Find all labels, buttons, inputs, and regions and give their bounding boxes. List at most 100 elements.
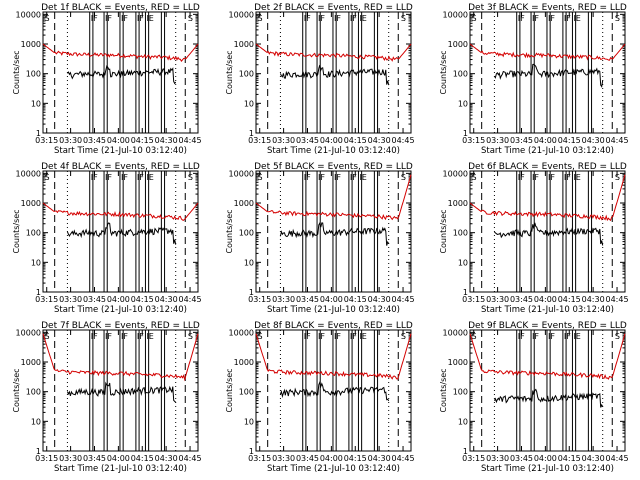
x-tick-label: 03:45 <box>510 295 533 304</box>
x-tick-label: 04:30 <box>155 454 178 463</box>
flag-label: IF <box>137 332 144 341</box>
plot-frame <box>42 329 199 452</box>
flag-label: IE <box>146 173 153 182</box>
y-axis-label: Counts/sec <box>439 209 448 253</box>
y-tick-label: 1000 <box>448 358 468 367</box>
x-axis-label: Start Time (21-Jul-10 03:12:40) <box>481 464 614 474</box>
flag-label: IF <box>91 173 98 182</box>
flag-label: IF <box>105 14 112 23</box>
x-tick-label: 03:45 <box>83 136 106 145</box>
events-series-line <box>493 388 604 408</box>
x-tick-label: 04:00 <box>107 136 130 145</box>
y-tick-label: 1 <box>463 129 468 138</box>
y-tick-label: 10000 <box>443 169 468 178</box>
x-tick-label: 04:00 <box>320 295 343 304</box>
y-tick-label: 10000 <box>229 169 254 178</box>
x-tick-label: 04:45 <box>606 454 629 463</box>
events-series-line <box>494 222 604 246</box>
y-tick-label: 10 <box>244 99 254 108</box>
x-tick-label: 04:00 <box>107 454 130 463</box>
x-tick-label: 03:30 <box>59 295 82 304</box>
flag-label: IE <box>573 173 580 182</box>
y-axis-label: Counts/sec <box>12 368 21 412</box>
y-tick-label: 1 <box>36 447 41 456</box>
plot-frame <box>255 329 412 452</box>
flag-label: IF <box>564 332 571 341</box>
flag-label: IE <box>146 332 153 341</box>
y-tick-label: 1000 <box>448 40 468 49</box>
x-axis-label: Start Time (21-Jul-10 03:12:40) <box>481 305 614 315</box>
y-tick-label: 10 <box>31 258 41 267</box>
flag-label: IF <box>121 173 128 182</box>
y-tick-label: 100 <box>453 70 468 79</box>
y-axis-label: Counts/sec <box>225 368 234 412</box>
flag-label: S <box>258 332 263 341</box>
x-tick-label: 04:15 <box>131 295 154 304</box>
flag-label: IF <box>518 14 525 23</box>
x-tick-label: 03:30 <box>272 136 295 145</box>
x-tick-label: 04:30 <box>582 136 605 145</box>
flag-label: IE <box>573 332 580 341</box>
panel-det-1: Det 1f BLACK = Events, RED = LLD 1 10 100 10… <box>12 3 202 156</box>
x-tick-label: 03:45 <box>296 295 319 304</box>
flag-label: S <box>401 14 406 23</box>
y-tick-label: 100 <box>26 229 41 238</box>
y-tick-label: 100 <box>239 70 254 79</box>
x-tick-label: 04:30 <box>368 295 391 304</box>
x-tick-label: 03:30 <box>59 136 82 145</box>
x-tick-label: 04:00 <box>534 295 557 304</box>
x-tick-label: 04:15 <box>344 454 367 463</box>
y-tick-label: 10000 <box>16 10 41 19</box>
flag-label: S <box>258 173 263 182</box>
panel-title: Det 1f BLACK = Events, RED = LLD <box>41 3 200 13</box>
y-axis-label: Counts/sec <box>12 209 21 253</box>
x-tick-label: 04:30 <box>155 136 178 145</box>
flag-label: IF <box>564 173 571 182</box>
y-tick-label: 10000 <box>16 328 41 337</box>
events-series-line <box>67 64 177 85</box>
panel-title: Det 2f BLACK = Events, RED = LLD <box>254 3 413 13</box>
flag-label: S <box>472 173 477 182</box>
lld-series-line <box>469 333 626 380</box>
plot-frame <box>42 170 199 293</box>
panel-det-3: Det 3f BLACK = Events, RED = LLD 1 10 100 10… <box>439 3 629 156</box>
y-tick-label: 10 <box>458 258 468 267</box>
flag-label: S <box>258 14 263 23</box>
panel-det-6: Det 6f BLACK = Events, RED = LLD 1 10 100 10… <box>439 162 629 315</box>
lld-series-line <box>469 43 626 61</box>
x-tick-label: 04:00 <box>534 454 557 463</box>
lld-series-line <box>469 174 626 222</box>
plot-frame <box>469 11 626 134</box>
flag-label: IF <box>137 14 144 23</box>
y-axis-label: Counts/sec <box>439 50 448 94</box>
x-tick-label: 04:30 <box>582 295 605 304</box>
x-tick-label: 04:15 <box>131 136 154 145</box>
flag-label: IF <box>334 332 341 341</box>
flag-label: IE <box>359 14 366 23</box>
y-tick-label: 10000 <box>443 328 468 337</box>
x-tick-label: 04:45 <box>392 295 415 304</box>
panel-title: Det 5f BLACK = Events, RED = LLD <box>254 162 413 172</box>
x-tick-label: 04:45 <box>606 136 629 145</box>
x-tick-label: 04:15 <box>131 454 154 463</box>
x-axis-label: Start Time (21-Jul-10 03:12:40) <box>267 464 400 474</box>
y-tick-label: 1000 <box>21 358 41 367</box>
y-tick-label: 1000 <box>234 358 254 367</box>
x-tick-label: 03:15 <box>462 136 485 145</box>
x-tick-label: 04:15 <box>558 295 581 304</box>
panel-title: Det 9f BLACK = Events, RED = LLD <box>468 321 627 331</box>
y-tick-label: 100 <box>26 70 41 79</box>
plot-frame <box>255 11 412 134</box>
x-tick-label: 04:15 <box>344 136 367 145</box>
lld-series-line <box>255 174 412 221</box>
flag-label: S <box>472 332 477 341</box>
y-axis-label: Counts/sec <box>12 50 21 94</box>
x-tick-label: 04:00 <box>320 454 343 463</box>
flag-label: S <box>45 173 50 182</box>
flag-label: S <box>45 332 50 341</box>
y-tick-label: 100 <box>453 388 468 397</box>
x-tick-label: 03:15 <box>462 295 485 304</box>
x-tick-label: 03:30 <box>486 136 509 145</box>
x-tick-label: 03:45 <box>510 454 533 463</box>
flag-label: IF <box>304 14 311 23</box>
